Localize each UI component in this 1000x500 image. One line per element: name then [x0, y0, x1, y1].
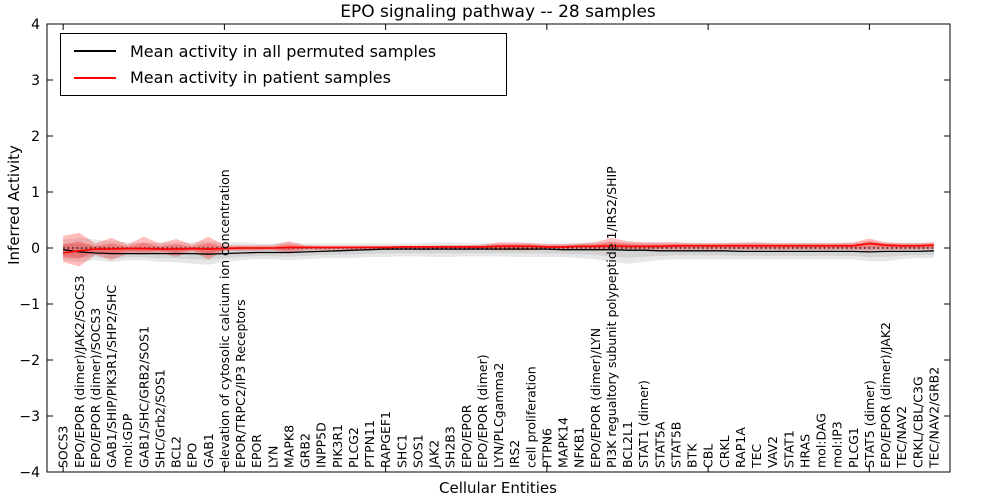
x-tick-label: TEC: [749, 443, 764, 469]
x-tick-label: STAT1 (dimer): [636, 380, 651, 468]
x-tick-label: EPO/EPOR (dimer)/LYN: [588, 328, 603, 468]
y-tick-label: 0: [31, 241, 40, 257]
x-tick-label: RAP1A: [733, 427, 748, 468]
legend-item-patient: Mean activity in patient samples: [74, 68, 506, 87]
x-tick-label: BCL2: [169, 436, 184, 468]
x-tick-label: BTK: [685, 443, 700, 468]
x-tick-label: BCL2L1: [620, 421, 635, 468]
x-tick-label: PLCG2: [346, 427, 361, 468]
x-tick-label: GAB1/SHIP/PIK3R1/SHP2/SHC: [104, 285, 119, 468]
x-tick-label: GAB1/SHC/GRB2/SOS1: [136, 326, 151, 468]
x-tick-label: CRKL/CBL/C3G: [910, 376, 925, 468]
x-tick-label: TEC/NAV2/GRB2: [926, 367, 941, 469]
y-tick-label: −3: [19, 409, 40, 425]
x-tick-label: CBL: [701, 444, 716, 468]
x-tick-label: SOCS3: [56, 426, 71, 468]
x-tick-label: NFKB1: [572, 427, 587, 468]
x-tick-label: STAT5B: [668, 422, 683, 468]
x-tick-label: INPP5D: [314, 422, 329, 468]
x-tick-label: SHC/Grb2/SOS1: [152, 369, 167, 468]
legend-item-permuted: Mean activity in all permuted samples: [74, 42, 506, 61]
x-tick-label: TEC/NAV2: [894, 406, 909, 469]
x-tick-label: EPO/EPOR (dimer): [475, 354, 490, 468]
y-tick-label: −1: [19, 297, 40, 313]
x-tick-label: mol:GDP: [120, 413, 135, 468]
x-tick-label: IRS2: [507, 440, 522, 468]
legend: Mean activity in all permuted samples Me…: [60, 33, 507, 96]
y-tick-label: 1: [31, 185, 40, 201]
y-tick-label: 3: [31, 73, 40, 89]
y-tick-label: −2: [19, 353, 40, 369]
x-tick-label: mol:IP3: [830, 421, 845, 468]
permuted-band-outer: [63, 237, 934, 265]
permuted-mean-line: [63, 248, 934, 255]
legend-label-patient: Mean activity in patient samples: [130, 68, 391, 88]
x-tick-label: cell proliferation: [523, 366, 538, 468]
x-tick-label: LYN/PLCgamma2: [491, 363, 506, 468]
x-tick-label: EPO/EPOR: [459, 404, 474, 468]
x-axis-label: Cellular Entities: [439, 479, 557, 497]
x-tick-label: STAT5 (dimer): [862, 380, 877, 468]
x-tick-label: SH2B3: [443, 426, 458, 468]
x-tick-label: EPOR: [249, 434, 264, 468]
x-tick-label: EPO: [185, 443, 200, 468]
x-tick-label: SHC1: [394, 434, 409, 468]
x-tick-label: SOS1: [410, 434, 425, 468]
x-tick-label: EPO/EPOR (dimer)/JAK2: [878, 322, 893, 468]
legend-line-patient: [74, 76, 116, 79]
y-tick-label: 4: [31, 17, 40, 33]
x-tick-label: EPOR/TRPC2/IP3 Receptors: [233, 299, 248, 468]
x-tick-label: MAPK8: [281, 425, 296, 468]
legend-line-permuted: [74, 50, 116, 53]
x-tick-label: GAB1: [201, 433, 216, 468]
x-tick-label: PTPN11: [362, 420, 377, 468]
y-tick-label: −4: [19, 465, 40, 481]
x-tick-label: PLCG1: [846, 427, 861, 468]
x-tick-label: HRAS: [797, 434, 812, 468]
y-tick-label: 2: [31, 129, 40, 145]
x-tick-label: GRB2: [298, 433, 313, 468]
x-tick-label: STAT1: [781, 430, 796, 468]
x-tick-label: RAPGEF1: [378, 411, 393, 468]
chart-title: EPO signaling pathway -- 28 samples: [340, 2, 656, 22]
x-tick-label: PI3K regualtory subunit polypeptide 1/IR…: [604, 166, 619, 468]
x-tick-label: VAV2: [765, 436, 780, 468]
x-tick-label: STAT5A: [652, 421, 667, 468]
x-tick-label: mol:DAG: [814, 413, 829, 468]
x-tick-label: elevation of cytosolic calcium ion conce…: [217, 169, 232, 468]
patient-mean-line: [62, 242, 934, 254]
x-tick-label: MAPK14: [556, 417, 571, 468]
x-tick-label: EPO/EPOR (dimer)/SOCS3: [88, 308, 103, 468]
x-tick-label: CRKL: [717, 435, 732, 468]
x-tick-label: EPO/EPOR (dimer)/JAK2/SOCS3: [72, 275, 87, 468]
x-tick-label: PIK3R1: [330, 424, 345, 468]
x-tick-label: PTPN6: [539, 428, 554, 468]
legend-label-permuted: Mean activity in all permuted samples: [130, 41, 437, 61]
x-tick-label: LYN: [265, 446, 280, 468]
x-tick-label: JAK2: [427, 440, 442, 469]
y-axis-label: Inferred Activity: [5, 145, 23, 265]
